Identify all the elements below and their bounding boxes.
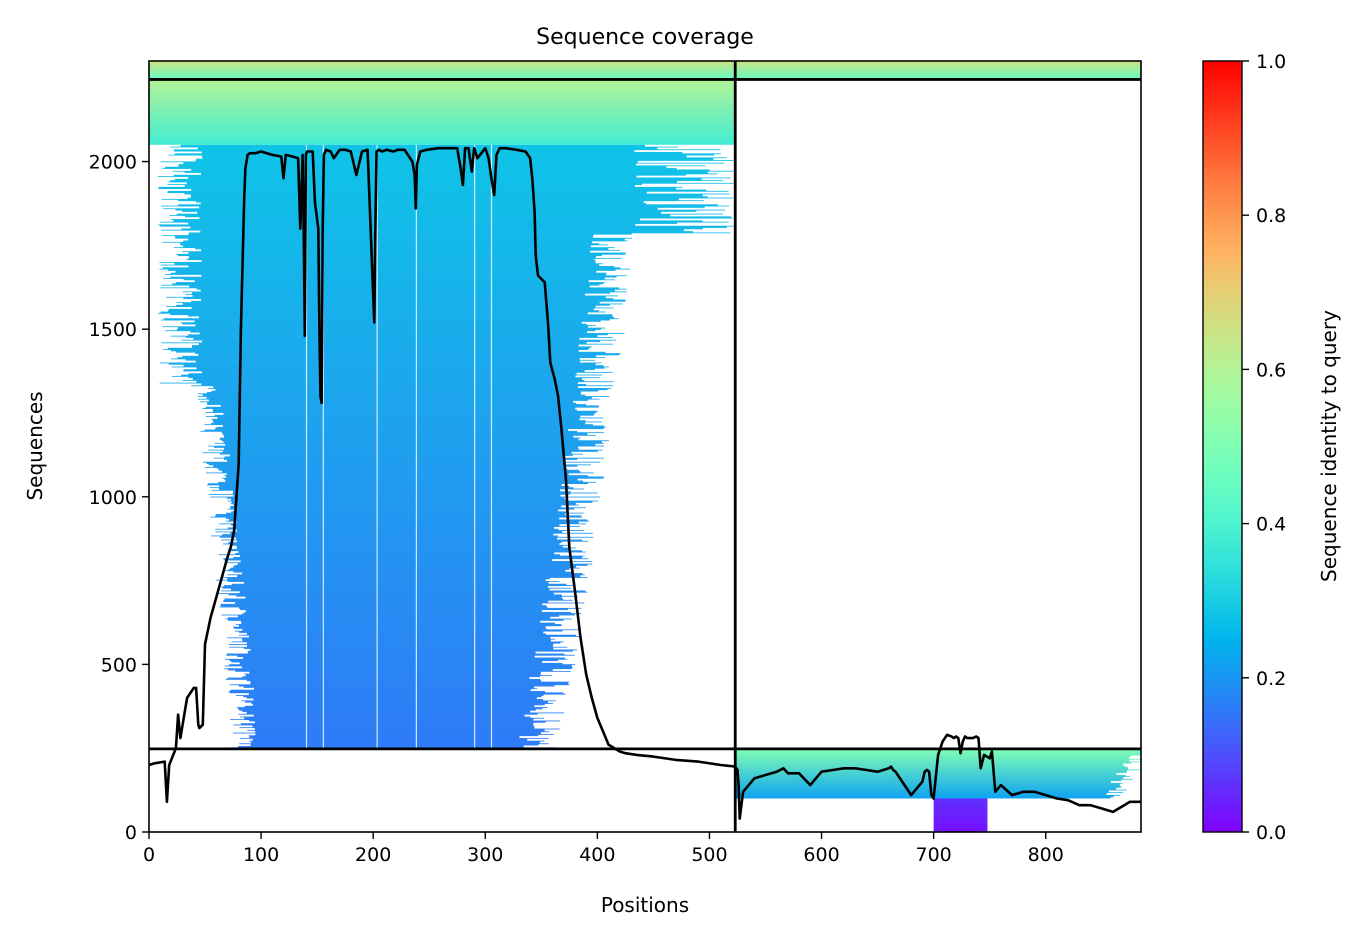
- x-axis: 0 100 200 300 400 500 600 700 800: [143, 832, 1064, 866]
- x-tick-label: 700: [915, 844, 951, 866]
- x-tick-label: 300: [467, 844, 503, 866]
- mask-right: [1129, 760, 1141, 762]
- gap-line: [491, 145, 492, 749]
- mask-right: [636, 164, 735, 166]
- msa-block: [149, 79, 735, 144]
- mask-right: [647, 192, 735, 194]
- msa-block: [149, 61, 735, 79]
- gap-line: [474, 145, 475, 749]
- mask-right: [642, 184, 735, 186]
- x-tick-label: 200: [355, 844, 391, 866]
- colorbar: 0.0 0.2 0.4 0.6 0.8 1.0 Sequence identity to …: [1203, 51, 1341, 844]
- gap-line: [377, 145, 378, 749]
- mask-right: [1131, 756, 1141, 758]
- colorbar-tick-label: 1.0: [1256, 51, 1286, 73]
- x-tick-label: 400: [579, 844, 615, 866]
- chart-title: Sequence coverage: [536, 25, 754, 50]
- x-tick-label: 600: [803, 844, 839, 866]
- x-tick-label: 100: [243, 844, 279, 866]
- mask-right: [708, 172, 735, 174]
- x-tick-label: 800: [1028, 844, 1064, 866]
- mask-right: [677, 223, 735, 225]
- mask-right: [702, 178, 736, 180]
- colorbar-gradient: [1203, 61, 1242, 832]
- colorbar-label: Sequence identity to query: [1317, 310, 1341, 582]
- colorbar-ticks: 0.0 0.2 0.4 0.6 0.8 1.0: [1242, 51, 1286, 844]
- mask-right: [1127, 770, 1141, 772]
- y-axis: 0 500 1000 1500 2000: [89, 152, 149, 844]
- y-tick-label: 1000: [89, 487, 137, 509]
- plot-area: [149, 61, 1141, 832]
- y-tick-label: 2000: [89, 152, 137, 174]
- x-tick-label: 500: [691, 844, 727, 866]
- gap-line: [416, 145, 417, 749]
- mask-left: [149, 145, 181, 147]
- colorbar-tick-label: 0.0: [1256, 822, 1286, 844]
- colorbar-tick-label: 0.4: [1256, 514, 1286, 536]
- x-axis-label: Positions: [601, 893, 689, 917]
- colorbar-tick-label: 0.6: [1256, 359, 1286, 381]
- y-tick-label: 500: [101, 654, 137, 676]
- x-tick-label: 0: [143, 844, 155, 866]
- colorbar-tick-label: 0.8: [1256, 205, 1286, 227]
- mask-right: [634, 150, 735, 152]
- mask-right: [640, 219, 735, 221]
- mask-right: [638, 161, 735, 163]
- y-tick-label: 0: [125, 822, 137, 844]
- colorbar-tick-label: 0.2: [1256, 668, 1286, 690]
- y-tick-label: 1500: [89, 319, 137, 341]
- msa-block: [735, 61, 1141, 79]
- mask-right: [645, 145, 735, 147]
- msa-block: [934, 798, 988, 832]
- y-axis-label: Sequences: [23, 391, 47, 500]
- mask-right: [679, 198, 736, 200]
- mask-right: [632, 233, 736, 235]
